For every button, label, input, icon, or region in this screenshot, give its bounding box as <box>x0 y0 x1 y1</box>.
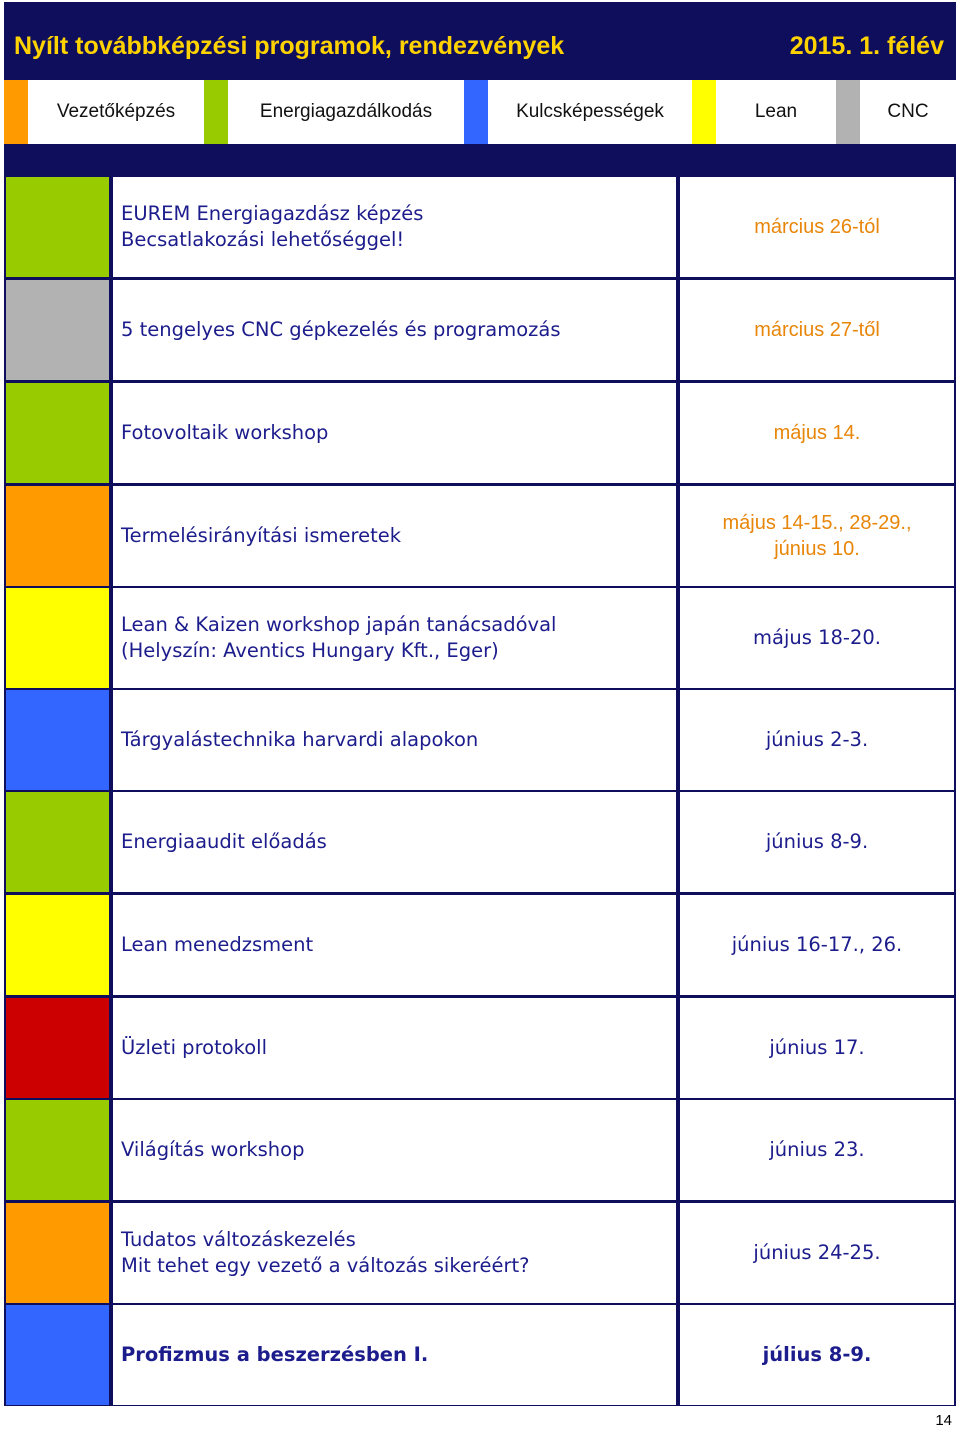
event-title-line: EUREM Energiagazdász képzés <box>121 202 424 225</box>
event-date-line: június 17. <box>769 1036 865 1059</box>
legend-label-lean: Lean <box>716 80 836 144</box>
legend-swatch-yellow <box>692 80 716 144</box>
category-color-blue <box>6 1305 109 1405</box>
category-color-yellow <box>6 588 109 688</box>
category-color-orange <box>6 486 109 586</box>
event-date: június 16-17., 26. <box>680 895 954 995</box>
event-row: Tárgyalástechnika harvardi alapokon júni… <box>0 690 960 790</box>
event-row: Profizmus a beszerzésben I. július 8-9. <box>0 1305 960 1405</box>
event-row: Tudatos változáskezelés Mit tehet egy ve… <box>0 1203 960 1303</box>
event-title: Tudatos változáskezelés Mit tehet egy ve… <box>113 1203 676 1303</box>
event-title: EUREM Energiagazdász képzés Becsatlakozá… <box>113 177 676 277</box>
event-row: EUREM Energiagazdász képzés Becsatlakozá… <box>0 177 960 277</box>
event-subtitle-line: Mit tehet egy vezető a változás sikeréér… <box>121 1254 530 1277</box>
event-date-line: május 14-15., 28-29., <box>722 512 912 534</box>
event-title: Tárgyalástechnika harvardi alapokon <box>113 690 676 790</box>
event-row: Termelésirányítási ismeretek május 14-15… <box>0 486 960 586</box>
event-title-line: Tárgyalástechnika harvardi alapokon <box>121 728 479 751</box>
page-title: Nyílt továbbképzési programok, rendezvén… <box>14 32 565 60</box>
event-subtitle-line: Becsatlakozási lehetőséggel! <box>121 228 405 251</box>
event-title-line: Profizmus a beszerzésben I. <box>121 1343 429 1366</box>
event-date: június 24-25. <box>680 1203 954 1303</box>
event-title-line: Tudatos változáskezelés <box>121 1228 356 1251</box>
event-date: június 8-9. <box>680 792 954 892</box>
event-title-line: Termelésirányítási ismeretek <box>121 524 401 547</box>
legend-swatch-green <box>204 80 228 144</box>
event-date: június 17. <box>680 998 954 1098</box>
event-row: Fotovoltaik workshop május 14. <box>0 383 960 483</box>
event-title-line: Világítás workshop <box>121 1138 305 1161</box>
event-date: július 8-9. <box>680 1305 954 1405</box>
event-date: május 14. <box>680 383 954 483</box>
event-date-line: március 26-tól <box>754 216 880 238</box>
legend-label-vezetokepzes: Vezetőképzés <box>28 80 204 144</box>
event-title: Lean & Kaizen workshop japán tanácsadóva… <box>113 588 676 688</box>
category-color-blue <box>6 690 109 790</box>
event-row: Világítás workshop június 23. <box>0 1100 960 1200</box>
event-date: március 27-től <box>680 280 954 380</box>
event-title: Fotovoltaik workshop <box>113 383 676 483</box>
event-date-line: március 27-től <box>754 319 880 341</box>
legend-label-cnc: CNC <box>860 80 956 144</box>
category-color-orange <box>6 1203 109 1303</box>
category-color-green <box>6 177 109 277</box>
event-title-line: Lean & Kaizen workshop japán tanácsadóva… <box>121 613 557 636</box>
event-date-line: június 10. <box>774 538 860 560</box>
event-row: 5 tengelyes CNC gépkezelés és programozá… <box>0 280 960 380</box>
event-date-line: június 2-3. <box>765 728 869 751</box>
event-date-line: június 23. <box>769 1138 865 1161</box>
event-date: június 2-3. <box>680 690 954 790</box>
semester-label: 2015. 1. félév <box>789 32 944 60</box>
event-row: Üzleti protokoll június 17. <box>0 998 960 1098</box>
event-title-line: Üzleti protokoll <box>121 1036 268 1059</box>
event-title-line: Lean menedzsment <box>121 933 314 956</box>
legend-label-energiagazdalkodas: Energiagazdálkodás <box>228 80 464 144</box>
event-title: Üzleti protokoll <box>113 998 676 1098</box>
title-bar: Nyílt továbbképzési programok, rendezvén… <box>4 2 956 80</box>
event-date: június 23. <box>680 1100 954 1200</box>
event-title: Lean menedzsment <box>113 895 676 995</box>
category-color-green <box>6 1100 109 1200</box>
event-date: május 14-15., 28-29., június 10. <box>680 486 954 586</box>
event-date-line: július 8-9. <box>762 1343 872 1366</box>
event-date-line: június 16-17., 26. <box>731 933 903 956</box>
event-title: Profizmus a beszerzésben I. <box>113 1305 676 1405</box>
category-color-gray <box>6 280 109 380</box>
event-date: május 18-20. <box>680 588 954 688</box>
event-row: Energiaaudit előadás június 8-9. <box>0 792 960 892</box>
category-legend: Vezetőképzés Energiagazdálkodás Kulcskép… <box>4 80 956 144</box>
category-color-yellow <box>6 895 109 995</box>
event-date-line: június 8-9. <box>765 830 869 853</box>
legend-swatch-gray <box>836 80 860 144</box>
event-date-line: június 24-25. <box>753 1241 881 1264</box>
event-date-line: május 18-20. <box>753 626 881 649</box>
event-subtitle-line: (Helyszín: Aventics Hungary Kft., Eger) <box>121 639 499 662</box>
page-number: 14 <box>935 1412 952 1429</box>
category-color-green <box>6 383 109 483</box>
event-date: március 26-tól <box>680 177 954 277</box>
event-row: Lean menedzsment június 16-17., 26. <box>0 895 960 995</box>
event-title: 5 tengelyes CNC gépkezelés és programozá… <box>113 280 676 380</box>
event-row: Lean & Kaizen workshop japán tanácsadóva… <box>0 588 960 688</box>
event-date-line: május 14. <box>773 422 861 444</box>
event-title-line: 5 tengelyes CNC gépkezelés és programozá… <box>121 318 561 341</box>
legend-swatch-orange <box>4 80 28 144</box>
legend-label-kulcskepessegek: Kulcsképességek <box>488 80 692 144</box>
legend-swatch-blue <box>464 80 488 144</box>
event-title: Energiaaudit előadás <box>113 792 676 892</box>
event-title: Világítás workshop <box>113 1100 676 1200</box>
event-title-line: Energiaaudit előadás <box>121 830 327 853</box>
category-color-red <box>6 998 109 1098</box>
event-title: Termelésirányítási ismeretek <box>113 486 676 586</box>
event-title-line: Fotovoltaik workshop <box>121 421 329 444</box>
category-color-green <box>6 792 109 892</box>
